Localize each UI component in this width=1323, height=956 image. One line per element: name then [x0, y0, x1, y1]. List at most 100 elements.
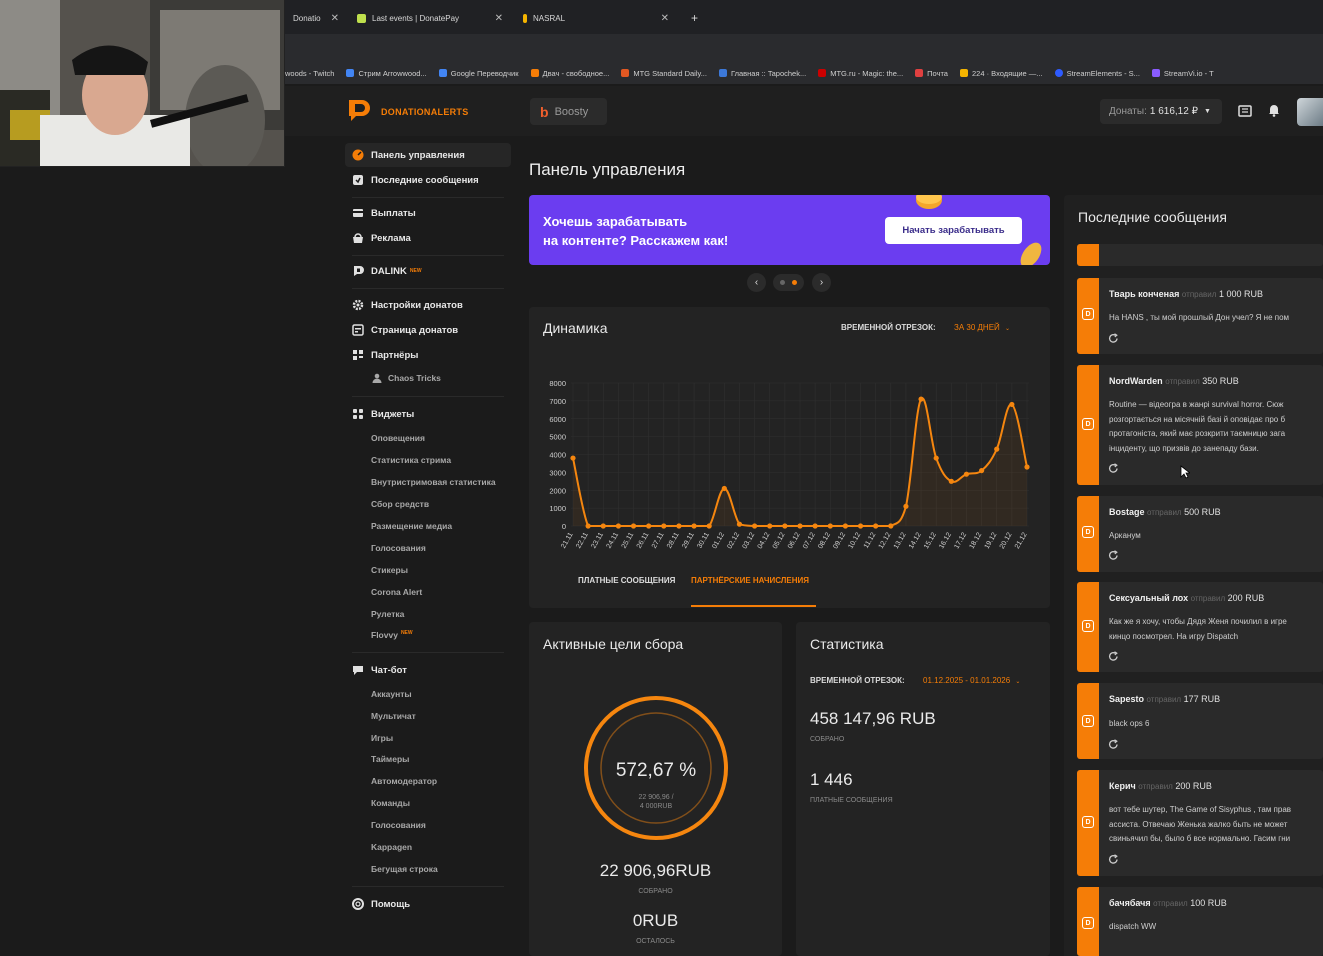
sidebar-subitem[interactable]: Голосования [371, 543, 426, 553]
last-messages-title: Последние сообщения [1078, 209, 1227, 225]
message-card[interactable]: D Sapesto отправил 177 RUB black ops 6 [1077, 683, 1323, 759]
replay-icon[interactable] [1108, 333, 1119, 344]
close-icon[interactable]: ✕ [660, 12, 669, 24]
sidebar-item-help[interactable]: Помощь [352, 898, 410, 910]
boosty-button[interactable]: b Boosty [530, 98, 607, 125]
sidebar-subitem-chaos-tricks[interactable]: Chaos Tricks [372, 373, 441, 383]
sidebar-item-ads[interactable]: Реклама [352, 232, 411, 244]
sidebar-subitem[interactable]: Внутристримовая статистика [371, 477, 496, 487]
replay-icon[interactable] [1108, 550, 1119, 561]
donationalerts-logo-icon[interactable] [347, 98, 371, 122]
bookmark[interactable]: Стрим Arrowwood... [346, 69, 427, 78]
sidebar-item-messages[interactable]: Последние сообщения [352, 174, 479, 186]
period-dropdown[interactable]: 01.12.2025 - 01.01.2026 ⌄ [923, 676, 1021, 685]
address-bar[interactable] [285, 34, 1323, 62]
sidebar-subitem[interactable]: Сбор средств [371, 499, 430, 509]
sidebar-item-payouts[interactable]: Выплаты [352, 207, 416, 219]
bookmark[interactable]: StreamElements - S... [1054, 69, 1140, 78]
sidebar-item-donation-settings[interactable]: Настройки донатов [352, 299, 463, 311]
message-card[interactable]: D Сексуальный лох отправил 200 RUB Как ж… [1077, 582, 1323, 672]
bookmark[interactable]: MTG.ru - Magic: the... [818, 69, 903, 78]
bookmark[interactable]: MTG Standard Daily... [621, 69, 707, 78]
sidebar-subitem[interactable]: Corona Alert [371, 587, 423, 597]
sidebar-item-chatbot[interactable]: Чат-бот [352, 664, 407, 676]
sidebar-subitem[interactable]: Kappagen [371, 842, 413, 852]
tab-partner-accruals[interactable]: ПАРТНЁРСКИЕ НАЧИСЛЕНИЯ [691, 576, 809, 585]
tab-label: Donatio [293, 13, 321, 23]
message-text: вот тебе шутер, The Game of Sisyphus , т… [1109, 805, 1292, 843]
browser-tab[interactable]: Last events | DonatePay ✕ [349, 6, 509, 30]
sidebar-subitem-flovvy[interactable]: Flovvy NEW [371, 630, 413, 640]
bookmark[interactable]: woods - Twitch [285, 68, 335, 78]
goal-remaining-label: ОСТАЛОСЬ [636, 938, 675, 945]
x-tick-label: 04.12 [757, 531, 772, 550]
message-card[interactable]: D Bostage отправил 500 RUB Арканум [1077, 496, 1323, 572]
message-card[interactable]: D NordWarden отправил 350 RUB Routine — … [1077, 365, 1323, 485]
sidebar-subitem[interactable]: Стикеры [371, 565, 408, 575]
bookmark[interactable]: 224 · Входящие —... [959, 69, 1043, 78]
sidebar-item-dashboard[interactable]: Панель управления [352, 149, 465, 161]
carousel-prev-button[interactable]: ‹ [747, 273, 766, 292]
sidebar-subitem[interactable]: Автомодератор [371, 776, 438, 786]
donates-balance-dropdown[interactable]: Донаты: 1 616,12 ₽ ▼ [1100, 99, 1222, 124]
period-label: ВРЕМЕННОЙ ОТРЕЗОК: [810, 676, 905, 685]
sidebar-subitem[interactable]: Бегущая строка [371, 864, 438, 874]
carousel-next-button[interactable]: › [812, 273, 831, 292]
bookmark[interactable]: Почта [915, 69, 948, 78]
carousel-dot[interactable] [780, 280, 785, 285]
bookmark[interactable]: Главная :: Tapochek... [718, 69, 806, 78]
bookmark[interactable]: Google Переводчик [438, 69, 519, 78]
sidebar-item-label: Настройки донатов [371, 299, 463, 311]
sidebar-subitem[interactable]: Команды [371, 798, 410, 808]
sidebar-item-donation-page[interactable]: Страница донатов [352, 324, 458, 336]
mtgru-icon [818, 69, 827, 77]
goal-collected-label: СОБРАНО [638, 888, 673, 895]
streamvi-icon [1151, 69, 1160, 77]
sidebar-subitem[interactable]: Рулетка [371, 609, 405, 619]
donation-amount: 200 RUB [1175, 781, 1212, 791]
user-icon [372, 373, 382, 383]
browser-tab-active[interactable]: NASRAL ✕ [515, 6, 675, 30]
replay-icon[interactable] [1108, 739, 1119, 750]
avatar[interactable] [1297, 98, 1323, 126]
message-card[interactable]: D Тварь конченая отправил 1 000 RUB На H… [1077, 278, 1323, 354]
replay-icon[interactable] [1108, 651, 1119, 662]
period-dropdown[interactable]: ЗА 30 ДНЕЙ ⌄ [954, 323, 1011, 332]
brand-name[interactable]: DONATIONALERTS [381, 107, 469, 117]
browser-tab[interactable]: Donatio ✕ [285, 6, 345, 30]
bell-icon[interactable] [1267, 103, 1281, 117]
partners-icon [352, 349, 364, 361]
message-card[interactable]: D Керич отправил 200 RUB вот тебе шутер,… [1077, 770, 1323, 876]
sidebar-item-label: Выплаты [371, 207, 416, 219]
message-card[interactable]: D бачябачя отправил 100 RUB dispatch WW [1077, 887, 1323, 956]
sidebar-subitem[interactable]: Мультичат [371, 711, 416, 721]
divider [352, 288, 504, 289]
news-icon[interactable] [1238, 104, 1252, 118]
tab-paid-messages[interactable]: ПЛАТНЫЕ СООБЩЕНИЯ [578, 576, 676, 585]
sidebar-subitem[interactable]: Таймеры [371, 754, 410, 764]
sidebar-subitem[interactable]: Голосования [371, 820, 426, 830]
data-point [888, 523, 894, 529]
bookmark[interactable]: StreamVi.io - T [1151, 69, 1214, 78]
close-icon[interactable]: ✕ [330, 12, 339, 24]
replay-icon[interactable] [1108, 463, 1119, 474]
sidebar-subitem[interactable]: Оповещения [371, 433, 425, 443]
bookmark[interactable]: Двач - свободное... [530, 69, 609, 78]
sidebar-subitem[interactable]: Статистика стрима [371, 455, 452, 465]
donationalerts-badge-icon: D [1082, 715, 1094, 727]
sidebar-item-partners[interactable]: Партнёры [352, 349, 418, 361]
replay-icon[interactable] [1108, 854, 1119, 865]
new-tab-button[interactable]: + [691, 11, 699, 25]
sidebar-subitem[interactable]: Размещение медиа [371, 521, 453, 531]
page-title: Панель управления [529, 160, 686, 179]
sidebar-subitem[interactable]: Аккаунты [371, 689, 412, 699]
sidebar-item-widgets[interactable]: Виджеты [352, 408, 414, 420]
sidebar-item-dalink[interactable]: DALINK NEW [352, 265, 422, 277]
x-tick-label: 14.12 [908, 531, 923, 550]
close-icon[interactable]: ✕ [494, 12, 503, 24]
start-earning-button[interactable]: Начать зарабатывать [885, 217, 1022, 244]
data-point [615, 523, 621, 529]
carousel-dot-active[interactable] [792, 280, 797, 285]
dvach-icon [530, 69, 539, 77]
sidebar-subitem[interactable]: Игры [371, 733, 394, 743]
